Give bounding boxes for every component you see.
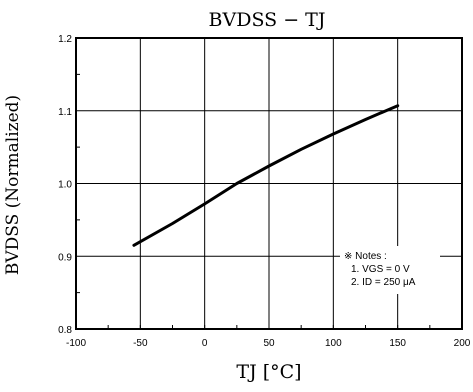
x-tick-label: 0 — [202, 338, 208, 349]
y-tick-label: 1.1 — [58, 107, 72, 118]
y-tick-labels: 0.8 0.9 1.0 1.1 1.2 — [58, 34, 72, 336]
x-tick-label: -50 — [133, 338, 148, 349]
x-tick-label: 200 — [454, 338, 471, 349]
x-tick-label: 150 — [389, 338, 406, 349]
y-tick-label: 1.0 — [58, 180, 72, 191]
chart-title: BVDSS − TJ — [209, 9, 326, 31]
y-tick-label: 1.2 — [58, 34, 72, 45]
x-tick-labels: -100 -50 0 50 100 150 200 — [66, 338, 471, 349]
series-group — [132, 104, 400, 247]
notes-box: ※ Notes : 1. VGS = 0 V 2. ID = 250 μA — [340, 246, 440, 294]
x-tick-label: 50 — [263, 338, 275, 349]
notes-line-1: 1. VGS = 0 V — [351, 264, 410, 275]
notes-background — [340, 246, 440, 294]
x-axis-label: TJ [°C] — [236, 361, 301, 383]
x-tick-label: -100 — [66, 338, 86, 349]
y-axis-label: BVDSS (Normalized) — [3, 95, 23, 275]
y-tick-label: 0.9 — [58, 252, 72, 263]
series-line-0 — [132, 104, 400, 247]
x-tick-label: 100 — [325, 338, 342, 349]
y-tick-label: 0.8 — [58, 325, 72, 336]
tick-marks — [76, 73, 431, 329]
notes-line-2: 2. ID = 250 μA — [351, 277, 416, 288]
notes-title: ※ Notes : — [344, 251, 387, 262]
